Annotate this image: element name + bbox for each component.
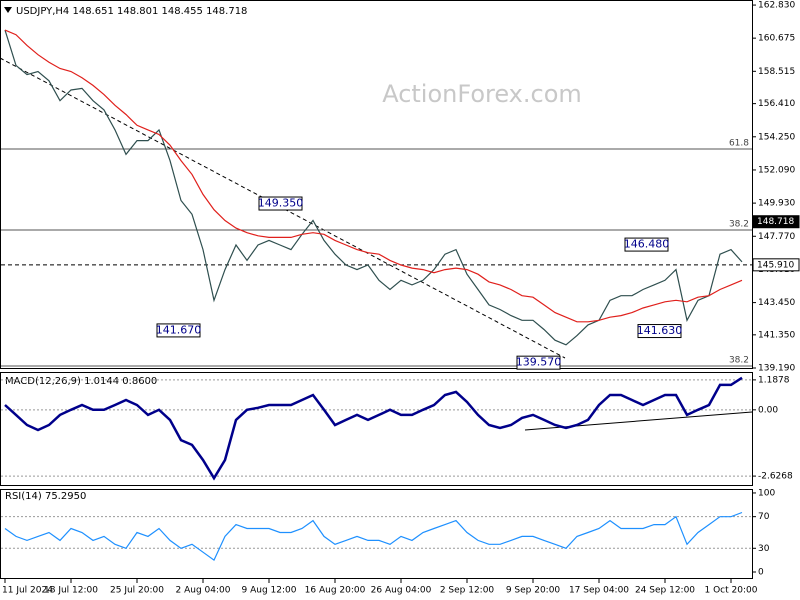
y-tick-label: 1.1878 — [758, 375, 790, 385]
x-tick-label: 2 Aug 04:00 — [176, 586, 231, 596]
fib-label: 38.2 — [729, 356, 749, 366]
price-panel — [0, 0, 753, 369]
x-tick-label: 24 Sep 12:00 — [635, 586, 695, 596]
level-tag — [752, 258, 800, 272]
y-tick-label: 154.250 — [758, 132, 795, 142]
x-tick-label: 1 Oct 20:00 — [705, 586, 758, 596]
series-line — [4, 376, 743, 481]
macd-panel — [0, 372, 753, 486]
menu-icon — [4, 7, 12, 13]
y-tick-label: -2.6268 — [758, 472, 793, 482]
rsi-panel — [0, 489, 753, 579]
level-tag-label: 148.718 — [757, 217, 794, 227]
x-tick-label: 26 Aug 04:00 — [371, 586, 432, 596]
y-tick-label: 139.190 — [758, 364, 795, 374]
y-tick-label: 141.350 — [758, 330, 795, 340]
x-tick-label: 9 Sep 20:00 — [506, 586, 561, 596]
annotation-box — [637, 324, 682, 339]
x-tick-label: 25 Jul 20:00 — [110, 586, 164, 596]
x-tick-label: 17 Sep 04:00 — [569, 586, 629, 596]
y-tick-label: 147.770 — [758, 232, 795, 242]
trend-line — [0, 57, 566, 359]
y-tick-label: 143.450 — [758, 298, 795, 308]
y-tick-label: 0 — [758, 567, 764, 577]
annotation-label: 141.630 — [637, 324, 683, 337]
series-line — [4, 29, 743, 323]
series-line — [4, 511, 743, 562]
chart-title: USDJPY,H4 148.651 148.801 148.455 148.71… — [16, 6, 247, 17]
y-tick-label: 160.675 — [758, 34, 795, 44]
y-tick-label: 30 — [758, 544, 770, 554]
annotation-box — [258, 196, 303, 211]
level-tag — [752, 215, 800, 229]
y-tick-label: 158.515 — [758, 67, 795, 77]
annotation-label: 149.350 — [258, 197, 304, 210]
annotation-label: 139.570 — [516, 356, 562, 369]
y-tick-label: 0.00 — [758, 405, 778, 415]
x-tick-label: 2 Sep 12:00 — [440, 586, 495, 596]
y-tick-label: 100 — [758, 488, 775, 498]
x-tick-label: 11 Jul 2024 — [2, 586, 53, 596]
fib-label: 61.8 — [729, 139, 749, 149]
x-tick-label: 9 Aug 12:00 — [242, 586, 297, 596]
series-line — [4, 29, 743, 346]
rsi-title: RSI(14) 75.2950 — [5, 491, 86, 502]
annotation-box — [624, 237, 669, 252]
level-tag-label: 145.910 — [757, 260, 794, 270]
y-tick-label: 156.410 — [758, 99, 795, 109]
y-tick-label: 152.090 — [758, 165, 795, 175]
y-tick-label: 162.830 — [758, 1, 795, 11]
annotation-label: 141.670 — [156, 323, 202, 336]
fib-label: 38.2 — [729, 220, 749, 230]
y-tick-label: 149.930 — [758, 199, 795, 209]
x-tick-label: 18 Jul 12:00 — [44, 586, 98, 596]
annotation-label: 146.480 — [624, 238, 670, 251]
annotation-box — [156, 323, 201, 338]
macd-title: MACD(12,26,9) 1.0144 0.8600 — [5, 376, 157, 387]
x-tick-label: 16 Aug 20:00 — [305, 586, 366, 596]
annotation-box — [516, 355, 561, 370]
watermark: ActionForex.com — [382, 80, 582, 108]
y-tick-label: 70 — [758, 512, 770, 522]
